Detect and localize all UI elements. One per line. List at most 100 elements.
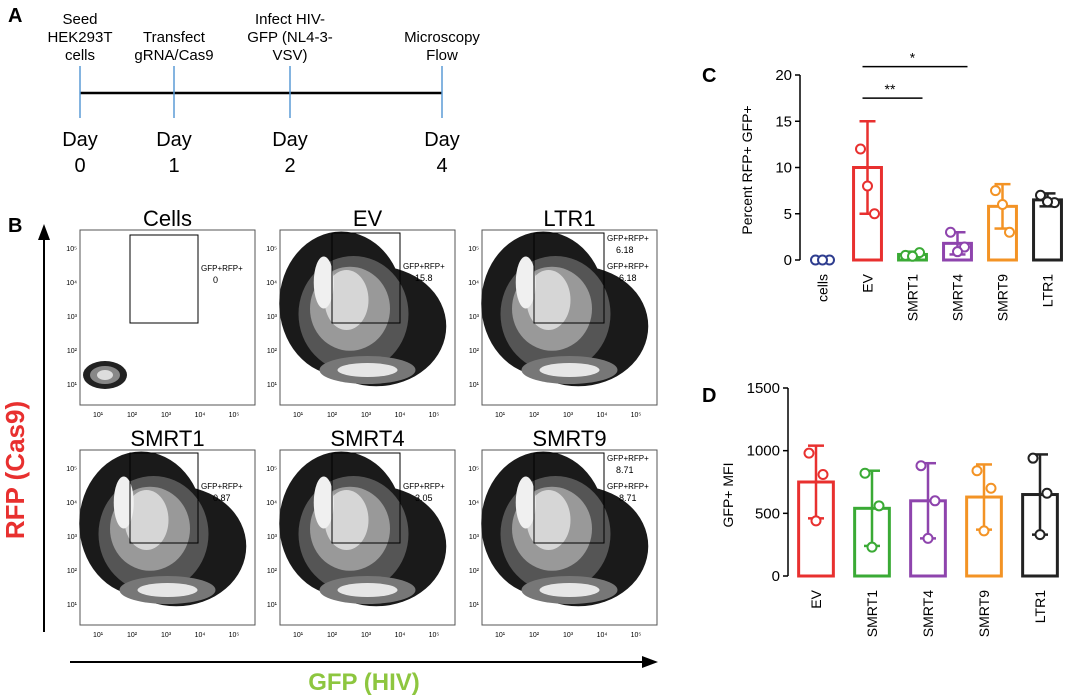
- flow-plot-title: Cells: [143, 206, 192, 231]
- flow-plot-title: EV: [353, 206, 383, 231]
- flow-y-tick-label: 10³: [267, 534, 278, 541]
- density-contour: [539, 583, 600, 597]
- chart-d: GFP+ MFI 0 500 1000 1500 EV SMRT1 SMRT4 SMRT9 LT…: [720, 380, 1059, 637]
- density-contour: [137, 583, 198, 597]
- y-tick-label: 0: [772, 568, 780, 585]
- y-tick-label: 1000: [747, 443, 780, 460]
- flow-x-tick-label: 10⁵: [429, 632, 440, 639]
- flow-y-tick-label: 10¹: [469, 602, 480, 609]
- flow-y-tick-label: 10⁴: [266, 280, 277, 287]
- data-point: [810, 515, 822, 527]
- x-category-label: SMRT4: [950, 274, 966, 321]
- flow-x-tick-label: 10¹: [293, 632, 304, 639]
- density-contour: [124, 490, 169, 550]
- flow-x-tick-label: 10³: [161, 412, 172, 419]
- density-contour: [324, 270, 369, 330]
- x-category-label: EV: [860, 273, 876, 292]
- data-point: [945, 226, 956, 238]
- data-point: [803, 447, 815, 459]
- panel-label-d: D: [702, 385, 716, 407]
- flow-x-tick-label: 10¹: [495, 632, 506, 639]
- y-tick-label: 500: [755, 505, 780, 522]
- density-contour: [113, 476, 134, 529]
- rfp-arrowhead: [38, 224, 50, 240]
- significance-label: *: [910, 50, 916, 66]
- chart-c: Percent RFP+ GFP+ 0 5 10 15 20 cells EV SMRT1 SM…: [739, 50, 1063, 321]
- timeline-event-label: Microscopy: [404, 29, 480, 46]
- panel-label-c: C: [702, 65, 716, 87]
- flow-y-tick-label: 10²: [267, 348, 278, 355]
- flow-panel: RFP (Cas9) GFP (HIV) Cells 10¹ 10¹ 10² 10² 10…: [0, 206, 658, 696]
- flow-x-tick-label: 10⁵: [229, 412, 240, 419]
- flow-x-tick-label: 10⁵: [229, 632, 240, 639]
- flow-x-tick-label: 10⁴: [597, 412, 608, 419]
- flow-plot-title: SMRT4: [330, 426, 404, 451]
- flow-gate-value: 3.05: [415, 493, 433, 503]
- flow-x-tick-label: 10³: [563, 412, 574, 419]
- timeline-event-label: cells: [65, 47, 95, 64]
- flow-x-tick-label: 10⁴: [395, 632, 406, 639]
- data-point: [971, 465, 983, 477]
- flow-y-tick-label: 10⁴: [266, 500, 277, 507]
- flow-gate-value: 6.18: [616, 245, 634, 255]
- density-contour: [539, 363, 600, 377]
- x-category-label: SMRT1: [905, 274, 921, 321]
- density-contour: [515, 476, 536, 529]
- timeline-day-number: 1: [168, 155, 179, 177]
- flow-y-tick-label: 10⁴: [66, 280, 77, 287]
- timeline-event-label: Seed: [62, 11, 97, 28]
- flow-x-tick-label: 10²: [127, 412, 138, 419]
- flow-y-tick-label: 10²: [67, 568, 78, 575]
- flow-y-tick-label: 10²: [469, 568, 480, 575]
- significance-label: **: [885, 81, 896, 97]
- timeline-day-label: Day: [62, 129, 98, 151]
- flow-y-tick-label: 10³: [67, 314, 78, 321]
- x-category-label: SMRT4: [920, 590, 936, 637]
- y-tick-label: 15: [775, 113, 792, 130]
- y-tick-label: 5: [784, 206, 792, 223]
- flow-y-tick-label: 10¹: [469, 382, 480, 389]
- flow-gate: [331, 452, 401, 544]
- flow-x-tick-label: 10⁴: [395, 412, 406, 419]
- timeline-day-number: 2: [284, 155, 295, 177]
- flow-x-tick-label: 10¹: [293, 412, 304, 419]
- flow-y-tick-label: 10³: [67, 534, 78, 541]
- flow-gate-value: 0.87: [213, 493, 231, 503]
- density-contour: [97, 370, 113, 380]
- density-contour: [313, 476, 334, 529]
- data-point: [869, 208, 880, 220]
- flow-x-tick-label: 10²: [529, 632, 540, 639]
- flow-gate-label: GFP+RFP+: [607, 262, 649, 271]
- flow-y-tick-label: 10⁵: [66, 246, 77, 253]
- data-point: [866, 541, 878, 553]
- flow-y-tick-label: 10²: [469, 348, 480, 355]
- density-contour: [526, 490, 571, 550]
- data-point: [817, 468, 829, 480]
- flow-y-tick-label: 10⁴: [66, 500, 77, 507]
- flow-y-tick-label: 10¹: [67, 382, 78, 389]
- timeline-day-label: Day: [272, 129, 308, 151]
- flow-plot-title: SMRT1: [130, 426, 204, 451]
- data-point: [997, 199, 1008, 210]
- data-point: [1034, 529, 1046, 541]
- flow-gate-value: 15.8: [415, 273, 433, 283]
- data-point: [817, 254, 828, 266]
- flow-y-tick-label: 10³: [469, 314, 480, 321]
- x-category-label: LTR1: [1040, 274, 1056, 307]
- x-category-label: cells: [815, 274, 831, 302]
- flow-gate-value: 0: [213, 275, 218, 285]
- gfp-arrowhead: [642, 656, 658, 668]
- x-category-label: SMRT9: [995, 274, 1011, 321]
- flow-gate: [331, 232, 401, 324]
- data-point: [862, 180, 873, 192]
- data-point: [1004, 226, 1015, 238]
- flow-gate: [129, 452, 199, 544]
- data-point: [1027, 452, 1039, 464]
- flow-x-tick-label: 10²: [327, 632, 338, 639]
- timeline-day-label: Day: [424, 129, 460, 151]
- flow-y-tick-label: 10²: [267, 568, 278, 575]
- y-tick-label: 20: [775, 67, 792, 84]
- flow-gate-value: 6.18: [619, 273, 637, 283]
- data-point: [859, 467, 871, 479]
